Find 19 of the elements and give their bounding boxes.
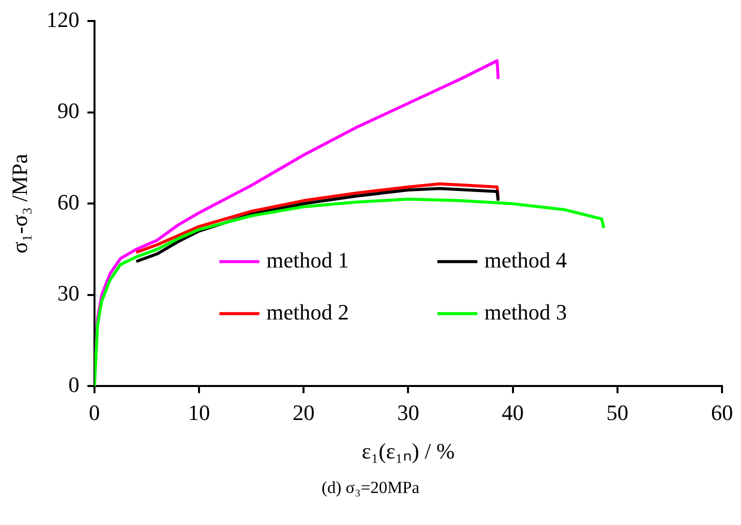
x-tick-label: 30 xyxy=(397,400,420,426)
x-tick-label: 60 xyxy=(711,400,733,426)
legend-label: method 1 xyxy=(266,247,349,272)
x-tick-label: 50 xyxy=(606,400,628,426)
x-tick-label: 40 xyxy=(502,400,524,426)
y-tick-label: 0 xyxy=(68,372,80,397)
x-axis-title: ε₁(ε₁ₙ) / % xyxy=(362,438,455,464)
y-axis-title: σ₁-σ₃ /MPa xyxy=(6,154,32,254)
legend-label: method 3 xyxy=(484,299,567,324)
text: (d) σ₃=20MPa xyxy=(320,478,420,498)
y-tick-label: 60 xyxy=(57,189,80,214)
x-tick-label: 20 xyxy=(292,400,315,426)
y-tick-label: 90 xyxy=(57,98,80,124)
y-tick-label: 30 xyxy=(57,280,80,306)
x-tick-label: 10 xyxy=(188,400,210,426)
legend-label: method 2 xyxy=(266,299,349,324)
x-tick-label: 0 xyxy=(88,400,100,426)
legend-label: method 4 xyxy=(484,247,567,272)
y-tick-label: 120 xyxy=(46,6,80,32)
